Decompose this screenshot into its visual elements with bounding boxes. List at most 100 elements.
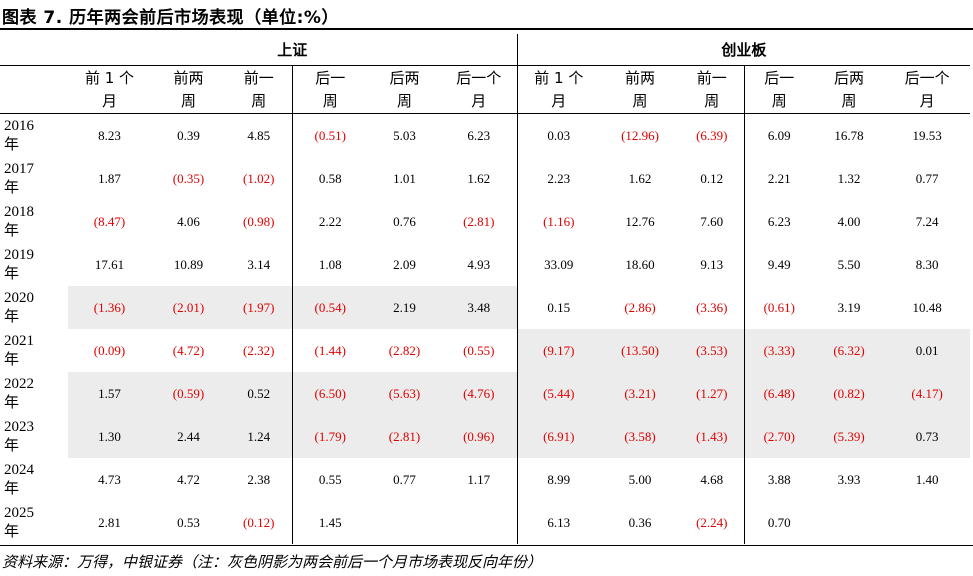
table-row: 2024 年 4.73 4.72 2.38 0.55 0.77 1.17 8.99 5.00 4.6…: [0, 458, 970, 501]
chinext-value-cell: 5.50: [837, 256, 861, 272]
table-row: 2019 年 17.61 10.89 3.14 1.08 2.09 4.93 33.09 18.6…: [0, 243, 970, 286]
shanghai-value-cell: 3.48: [441, 286, 518, 329]
year-cell: 2021 年: [4, 332, 34, 368]
chinext-value-cell: 9.13: [700, 256, 724, 272]
chinext-value-cell: (6.91): [516, 415, 601, 458]
shanghai-value-cell: (2.32): [243, 342, 275, 358]
shanghai-value-cell: 0.76: [393, 213, 416, 229]
shanghai-value-cell: (6.50): [291, 372, 368, 415]
chinext-value-cell: (5.39): [814, 415, 885, 458]
group-header-row: 上证 创业板: [0, 34, 971, 66]
shanghai-value-cell: 1.87: [98, 170, 121, 186]
market-performance-table: 上证 创业板 前 1 个月前两周前一周后一周后两周后一个月前 1 个月前两周前一…: [0, 34, 971, 544]
chinext-value-cell: (1.27): [680, 372, 745, 415]
chinext-value-cell: 6.13: [516, 501, 601, 544]
shanghai-value-cell: 8.23: [98, 127, 121, 143]
chinext-value-cell: (3.33): [743, 329, 815, 372]
chinext-value-cell: 19.53: [912, 127, 942, 143]
chinext-value-cell: (3.53): [680, 329, 745, 372]
chinext-value-cell: (3.21): [600, 372, 681, 415]
source-note: 资料来源：万得，中银证券（注：灰色阴影为两会前后一个月市场表现反向年份）: [2, 553, 543, 571]
chinext-value-cell: (1.43): [680, 415, 745, 458]
column-header-cy-3: 后一周: [743, 65, 815, 114]
shanghai-value-cell: 1.62: [467, 170, 491, 186]
year-cell: 2018 年: [4, 203, 34, 239]
chinext-value-cell: 2.21: [743, 157, 815, 200]
chinext-value-cell: 0.77: [915, 170, 939, 186]
column-header-cy-2: 前一周: [680, 65, 745, 114]
chinext-value-cell: (1.16): [516, 200, 601, 243]
chinext-value-cell: [814, 501, 884, 544]
shanghai-value-cell: (0.55): [463, 342, 495, 358]
shanghai-value-cell: 1.57: [68, 372, 151, 415]
table-row: 2023 年 1.30 2.44 1.24 (1.79) (2.81) (0.96) (6.91…: [0, 415, 971, 458]
shanghai-value-cell: [441, 501, 517, 544]
table-row: 2025 年 2.81 0.53 (0.12) 1.45 6.13 0.36 (2.24) 0.7…: [0, 501, 970, 544]
chinext-value-cell: 6.23: [743, 200, 815, 243]
shanghai-value-cell: (0.35): [172, 170, 205, 186]
bottom-rule: [0, 545, 973, 546]
top-rule: [0, 28, 973, 30]
chinext-value-cell: 0.70: [743, 501, 815, 544]
chinext-value-cell: 9.49: [743, 243, 815, 286]
table-row: 2017 年 1.87 (0.35) (1.02) 0.58 1.01 1.62 2.23 1.6…: [0, 157, 970, 200]
chinext-value-cell: (3.58): [600, 415, 681, 458]
column-header-cy-1: 前两周: [600, 65, 681, 114]
shanghai-value-cell: 1.08: [291, 243, 368, 286]
table-row: 2022 年 1.57 (0.59) 0.52 (6.50) (5.63) (4.76) (5.…: [0, 372, 971, 415]
shanghai-value-cell: 1.45: [291, 501, 368, 544]
chinext-value-cell: 5.00: [628, 471, 652, 487]
table-row: 2018 年 (8.47) 4.06 (0.98) 2.22 0.76 (2.81) (1.16…: [0, 200, 970, 243]
shanghai-value-cell: 2.19: [368, 286, 441, 329]
shanghai-value-cell: (4.72): [172, 342, 205, 358]
chinext-value-cell: (2.24): [696, 514, 728, 530]
corner-cell: [0, 34, 68, 66]
chinext-value-cell: (0.82): [814, 372, 885, 415]
chinext-value-cell: 0.15: [516, 286, 601, 329]
chinext-value-cell: 2.23: [516, 157, 601, 200]
chinext-value-cell: (0.61): [743, 286, 815, 329]
table-row: 2021 年 (0.09) (4.72) (2.32) (1.44) (2.82) (0.55…: [0, 329, 971, 372]
column-header-sh-2: 前一周: [226, 65, 292, 114]
chinext-value-cell: 12.76: [625, 213, 655, 229]
chinext-value-cell: 0.03: [516, 113, 601, 157]
shanghai-value-cell: (0.98): [243, 213, 275, 229]
chinext-value-cell: (9.17): [516, 329, 601, 372]
chinext-value-cell: (13.50): [600, 329, 681, 372]
chinext-value-cell: 8.99: [516, 458, 601, 501]
chinext-value-cell: (6.39): [696, 127, 728, 143]
column-header-cy-5: 后一个月: [884, 65, 971, 114]
year-cell: 2022 年: [4, 375, 34, 411]
shanghai-value-cell: 17.61: [94, 256, 125, 272]
column-header-sh-3: 后一周: [291, 65, 368, 114]
chinext-value-cell: (6.32): [814, 329, 885, 372]
chinext-value-cell: 6.09: [743, 113, 815, 157]
shanghai-value-cell: 6.23: [467, 127, 491, 143]
shanghai-value-cell: 1.17: [467, 471, 491, 487]
shanghai-value-cell: 4.73: [98, 471, 121, 487]
chinext-value-cell: 0.73: [884, 415, 971, 458]
table-row: 2016 年 8.23 0.39 4.85 (0.51) 5.03 6.23 0.03 (12.9…: [0, 113, 970, 157]
chinext-value-cell: 0.36: [628, 514, 652, 530]
chinext-value-cell: 7.60: [700, 213, 724, 229]
shanghai-value-cell: (1.36): [68, 286, 151, 329]
chinext-value-cell: 4.00: [837, 213, 861, 229]
chinext-value-cell: 10.48: [912, 299, 942, 315]
year-cell: 2020 年: [4, 289, 34, 325]
chinext-value-cell: 3.93: [837, 471, 861, 487]
shanghai-value-cell: 2.44: [151, 415, 226, 458]
chinext-value-cell: (2.70): [743, 415, 815, 458]
shanghai-value-cell: 4.72: [177, 471, 200, 487]
chinext-value-cell: 8.30: [915, 256, 939, 272]
chinext-value-cell: (5.44): [516, 372, 601, 415]
year-header-cell: [0, 65, 68, 114]
column-header-sh-4: 后两周: [368, 65, 441, 114]
shanghai-value-cell: (0.96): [441, 415, 518, 458]
shanghai-value-cell: 2.38: [247, 471, 271, 487]
shanghai-value-cell: (2.81): [368, 415, 441, 458]
group-header-shanghai: 上证: [68, 34, 518, 66]
year-cell: 2017 年: [4, 160, 34, 196]
chinext-value-cell: 1.62: [628, 170, 652, 186]
chinext-value-cell: (2.86): [624, 299, 656, 315]
chinext-value-cell: 3.19: [837, 299, 861, 315]
